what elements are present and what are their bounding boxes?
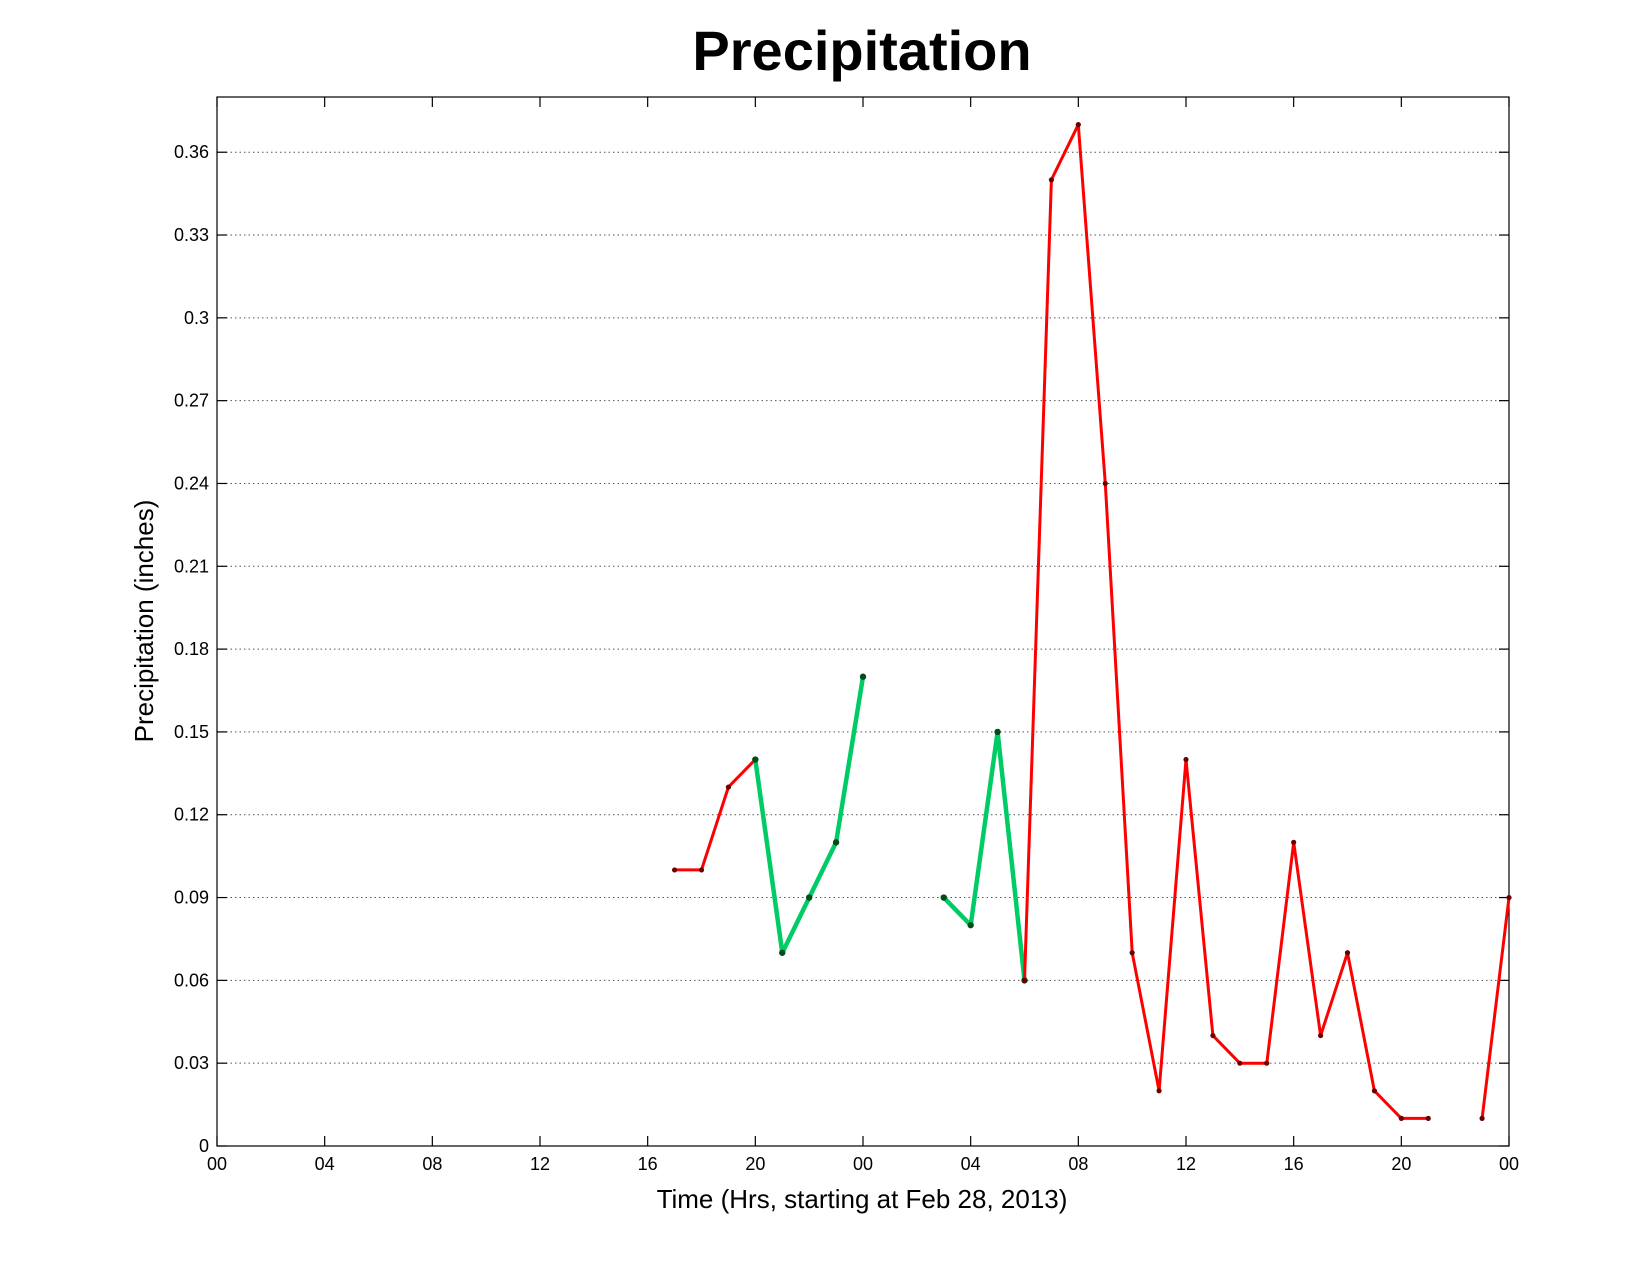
y-tick-label: 0 bbox=[199, 1136, 209, 1156]
y-tick-label: 0.24 bbox=[174, 473, 209, 493]
x-tick-label: 00 bbox=[853, 1154, 873, 1174]
tick-layer: 0 0.03 0.06 0.09 0.12 0.15 0.18 0.21 0.24 0.27 0.3… bbox=[174, 97, 1519, 1174]
data-point bbox=[1129, 950, 1135, 956]
data-point bbox=[1425, 1115, 1431, 1121]
data-point bbox=[1210, 1032, 1216, 1039]
data-point bbox=[859, 673, 867, 680]
data-point bbox=[1371, 1088, 1378, 1094]
y-tick-label: 0.21 bbox=[174, 556, 209, 576]
x-tick-label: 00 bbox=[1499, 1154, 1519, 1174]
x-tick-label: 08 bbox=[422, 1154, 442, 1174]
data-point bbox=[832, 839, 840, 846]
data-point bbox=[1156, 1088, 1162, 1094]
data-point bbox=[967, 921, 974, 929]
x-tick-label: 12 bbox=[530, 1154, 550, 1174]
y-tick-label: 0.3 bbox=[184, 308, 209, 328]
x-tick-label: 16 bbox=[638, 1154, 658, 1174]
data-point bbox=[1506, 894, 1512, 901]
data-point bbox=[1021, 977, 1028, 983]
data-point bbox=[1344, 950, 1351, 956]
grid-layer bbox=[217, 151, 1509, 1064]
red-series-line bbox=[673, 758, 757, 872]
x-tick-label: 04 bbox=[961, 1154, 981, 1174]
chart-title: Precipitation bbox=[692, 19, 1031, 82]
x-tick-label: 00 bbox=[207, 1154, 227, 1174]
y-tick-label: 0.03 bbox=[174, 1053, 209, 1073]
red-series-line bbox=[1480, 896, 1511, 1120]
y-tick-label: 0.36 bbox=[174, 142, 209, 162]
y-tick-label: 0.33 bbox=[174, 225, 209, 245]
y-tick-label: 0.12 bbox=[174, 805, 209, 825]
red-series-line bbox=[1023, 123, 1430, 1120]
y-axis-label: Precipitation (inches) bbox=[129, 500, 159, 743]
x-tick-label: 12 bbox=[1176, 1154, 1196, 1174]
x-tick-label: 20 bbox=[1391, 1154, 1411, 1174]
y-tick-label: 0.18 bbox=[174, 639, 209, 659]
data-point bbox=[671, 867, 678, 873]
data-point bbox=[1317, 1032, 1324, 1039]
data-point bbox=[940, 894, 947, 901]
x-tick-label: 20 bbox=[745, 1154, 765, 1174]
data-point bbox=[1264, 1060, 1270, 1066]
data-point bbox=[994, 728, 1001, 736]
series-layer bbox=[671, 122, 1512, 1121]
data-point bbox=[1048, 177, 1055, 183]
data-point bbox=[1398, 1115, 1404, 1121]
y-tick-label: 0.15 bbox=[174, 722, 209, 742]
data-point bbox=[779, 949, 786, 956]
x-tick-label: 16 bbox=[1284, 1154, 1304, 1174]
x-axis-label: Time (Hrs, starting at Feb 28, 2013) bbox=[657, 1184, 1068, 1214]
data-point bbox=[725, 784, 732, 790]
data-point bbox=[1102, 480, 1108, 487]
x-tick-label: 08 bbox=[1068, 1154, 1088, 1174]
green-series-line bbox=[941, 729, 1027, 983]
data-point bbox=[1237, 1060, 1243, 1066]
x-tick-label: 04 bbox=[315, 1154, 335, 1174]
data-point bbox=[1479, 1115, 1485, 1121]
y-tick-label: 0.06 bbox=[174, 970, 209, 990]
y-tick-label: 0.09 bbox=[174, 888, 209, 908]
data-point bbox=[1291, 839, 1297, 845]
data-point bbox=[1075, 122, 1081, 128]
data-point bbox=[805, 894, 813, 901]
data-point bbox=[1183, 756, 1189, 763]
data-point bbox=[752, 756, 759, 763]
y-tick-label: 0.27 bbox=[174, 391, 209, 411]
data-point bbox=[698, 867, 705, 873]
